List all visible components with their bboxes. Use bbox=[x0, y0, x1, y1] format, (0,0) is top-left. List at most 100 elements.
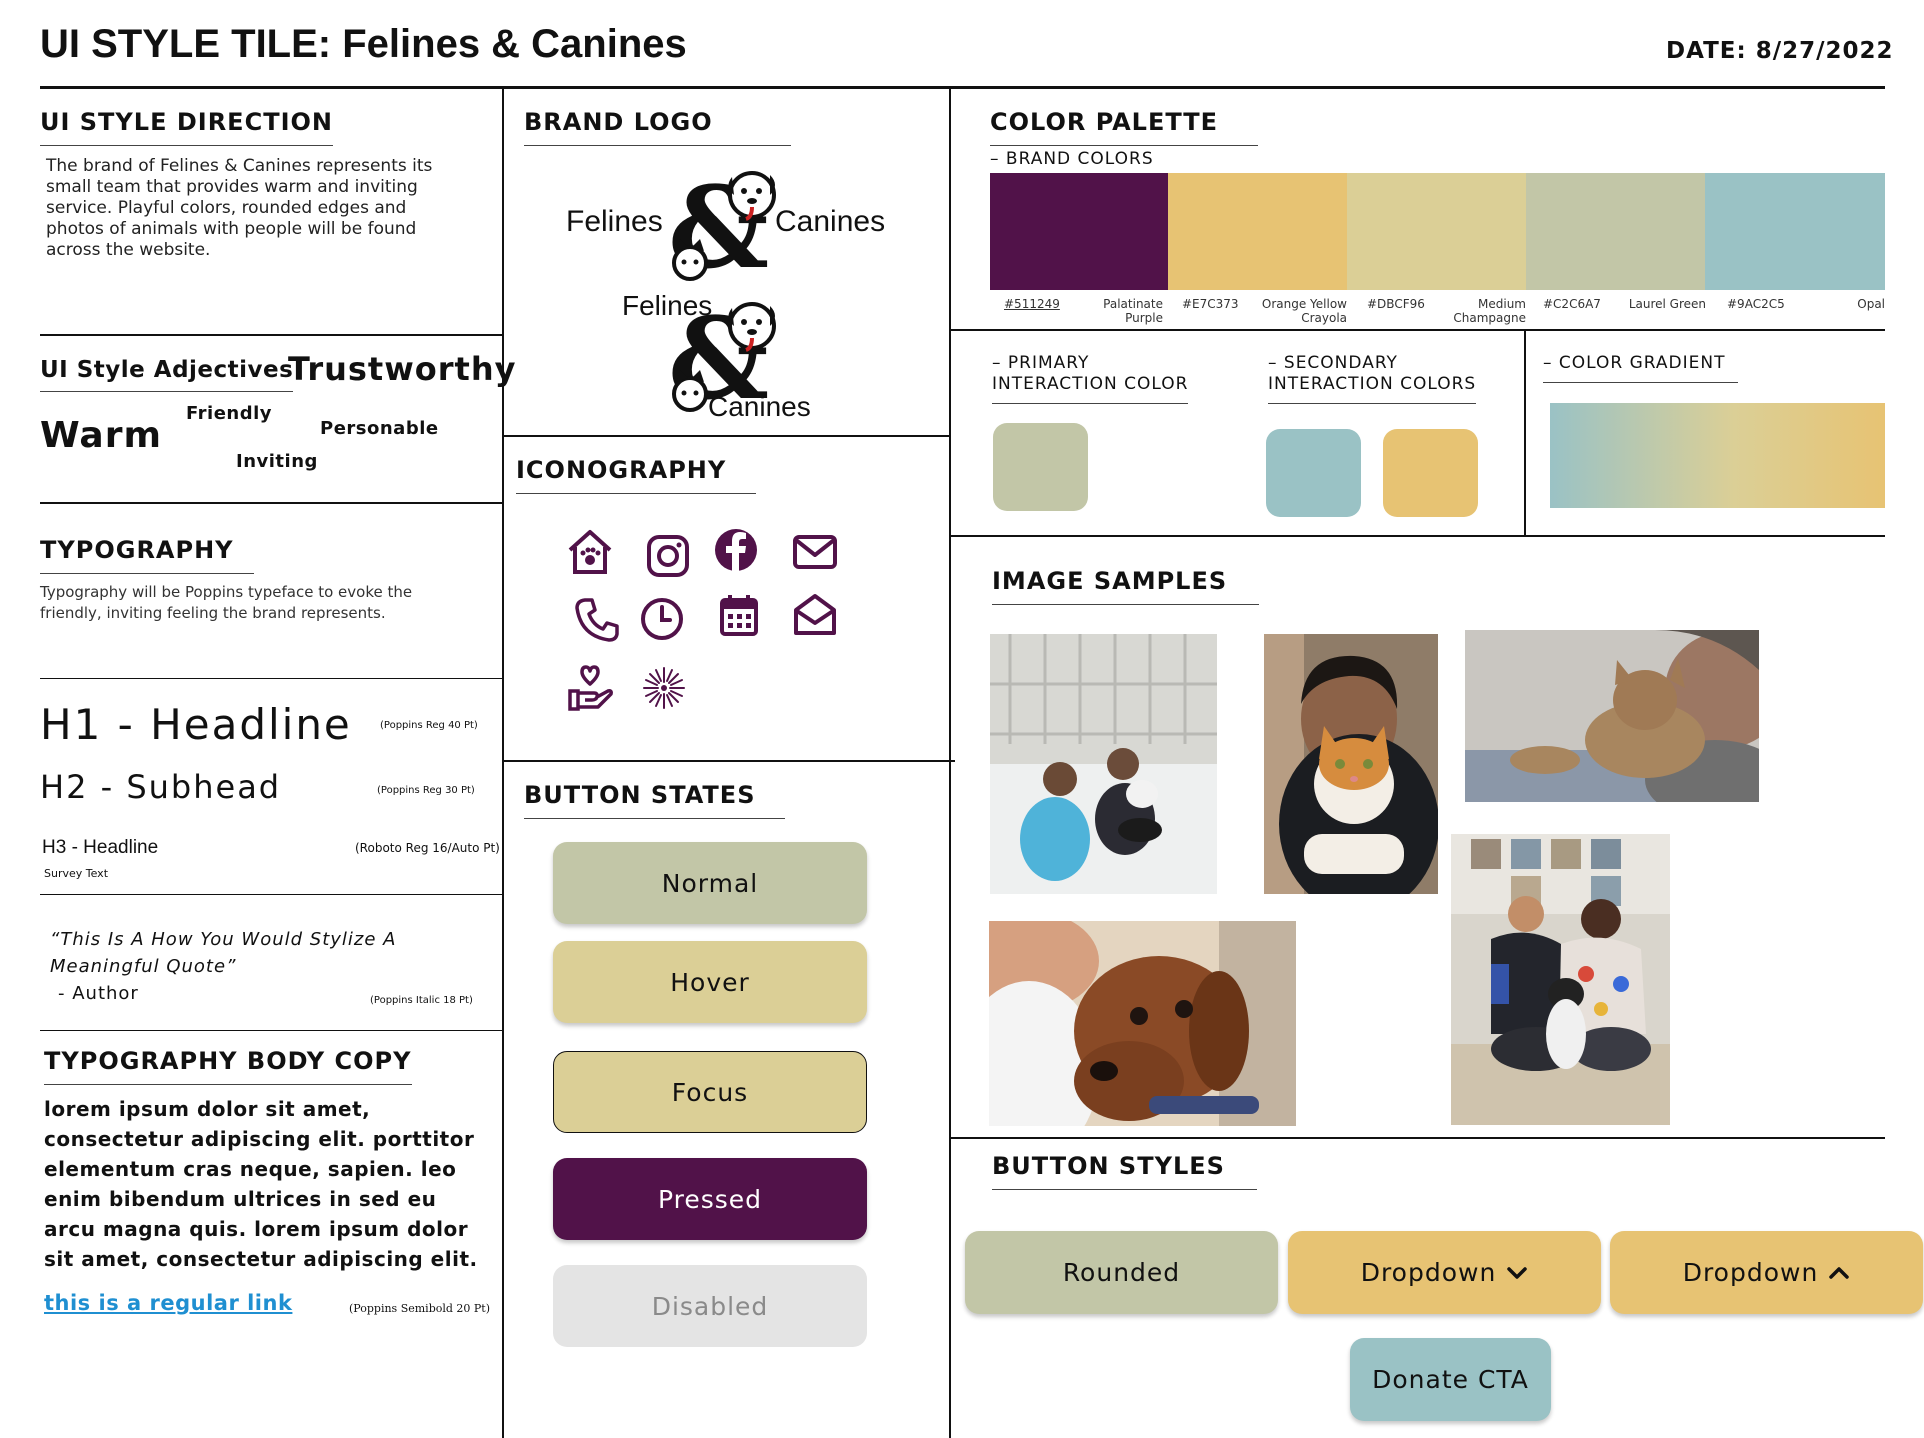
h3-note: (Roboto Reg 16/Auto Pt) bbox=[355, 841, 500, 855]
hex-laurel-green: #C2C6A7 bbox=[1543, 297, 1601, 311]
survey-text-sample: Survey Text bbox=[44, 867, 109, 880]
clock-icon bbox=[641, 598, 683, 640]
chevron-up-icon bbox=[1829, 1266, 1850, 1279]
column-divider-1 bbox=[502, 88, 504, 1438]
quote-note: (Poppins Italic 18 Pt) bbox=[370, 995, 473, 1006]
hex-opal: #9AC2C5 bbox=[1727, 297, 1785, 311]
secondary-interaction-swatch-opal bbox=[1266, 429, 1361, 517]
color-gradient-swatch bbox=[1550, 403, 1885, 508]
primary-interaction-swatch bbox=[993, 423, 1088, 511]
header-divider bbox=[40, 86, 1885, 89]
dropdown-open-button[interactable]: Dropdown bbox=[1610, 1231, 1923, 1314]
style-direction-text: The brand of Felines & Canines represent… bbox=[46, 156, 433, 260]
adjective-personable: Personable bbox=[320, 418, 439, 439]
typography-description: Typography will be Poppins typeface to e… bbox=[40, 583, 413, 622]
divider-right-1 bbox=[950, 329, 1885, 331]
h1-note: (Poppins Reg 40 Pt) bbox=[380, 720, 478, 731]
mail-open-icon bbox=[794, 594, 836, 635]
h1-sample: H1 - Headline bbox=[40, 700, 352, 749]
photo-person-with-cat bbox=[1264, 634, 1438, 894]
dropdown-closed-button[interactable]: Dropdown bbox=[1288, 1231, 1601, 1314]
name-orange-yellow-crayola: Orange Yellow Crayola bbox=[1240, 297, 1347, 325]
photo-two-people-with-dog bbox=[1451, 834, 1670, 1125]
secondary-interaction-swatch-yellow bbox=[1383, 429, 1478, 517]
divider-left-4 bbox=[40, 894, 503, 895]
secondary-interaction-heading: – SECONDARY INTERACTION COLORS bbox=[1268, 353, 1477, 404]
logo-word-canines: Canines bbox=[775, 205, 886, 238]
divider-right-2 bbox=[950, 535, 1885, 537]
name-medium-champagne-1: Medium bbox=[1478, 297, 1526, 311]
logo-word-felines: Felines bbox=[566, 205, 663, 238]
divider-left-2 bbox=[40, 502, 503, 504]
primary-heading-line-1: – PRIMARY bbox=[992, 353, 1090, 373]
button-state-disabled: Disabled bbox=[553, 1265, 867, 1347]
swatch-laurel-green bbox=[1526, 173, 1705, 290]
quote-author: - Author bbox=[58, 983, 139, 1004]
calendar-icon bbox=[720, 595, 758, 636]
name-medium-champagne: Medium Champagne bbox=[1420, 297, 1526, 325]
h3-sample: H3 - Headline bbox=[42, 837, 159, 858]
swatch-orange-yellow-crayola bbox=[1168, 173, 1347, 290]
date-label: DATE: 8/27/2022 bbox=[1666, 38, 1894, 64]
hex-orange-yellow-crayola: #E7C373 bbox=[1182, 297, 1239, 311]
name-palatinate-purple-2: Purple bbox=[1125, 311, 1163, 325]
style-direction-heading: UI STYLE DIRECTION bbox=[40, 108, 333, 146]
primary-interaction-heading: – PRIMARY INTERACTION COLOR bbox=[992, 353, 1189, 404]
instagram-icon bbox=[647, 535, 689, 577]
image-samples-heading: IMAGE SAMPLES bbox=[992, 567, 1260, 605]
button-styles-heading: BUTTON STYLES bbox=[992, 1152, 1257, 1190]
photo-dachshund bbox=[989, 921, 1296, 1126]
rounded-button[interactable]: Rounded bbox=[965, 1231, 1278, 1314]
divider-mid-1 bbox=[503, 435, 950, 437]
hex-palatinate-purple: #511249 bbox=[1004, 297, 1060, 311]
adjective-warm: Warm bbox=[40, 415, 162, 456]
color-palette-heading: COLOR PALETTE bbox=[990, 108, 1259, 146]
dropdown-closed-label: Dropdown bbox=[1360, 1258, 1497, 1287]
chevron-down-icon bbox=[1507, 1266, 1528, 1279]
divider-right-4 bbox=[950, 1137, 1885, 1139]
divider-mid-2 bbox=[503, 760, 955, 762]
brand-logo-horizontal: Felines & Canines bbox=[560, 165, 900, 285]
secondary-heading-line-1: – SECONDARY bbox=[1268, 353, 1398, 373]
name-orange-yellow-crayola-2: Crayola bbox=[1301, 311, 1347, 325]
body-copy-text: lorem ipsum dolor sit amet, consectetur … bbox=[44, 1097, 478, 1271]
h2-sample: H2 - Subhead bbox=[40, 768, 282, 806]
primary-heading-line-2: INTERACTION COLOR bbox=[992, 374, 1189, 394]
column-divider-2 bbox=[949, 88, 951, 1438]
button-states-heading: BUTTON STATES bbox=[524, 781, 786, 819]
donate-cta-button[interactable]: Donate CTA bbox=[1350, 1338, 1551, 1421]
typography-heading: TYPOGRAPHY bbox=[40, 536, 254, 574]
sparkle-icon bbox=[643, 667, 685, 709]
facebook-icon bbox=[715, 529, 757, 571]
regular-link[interactable]: this is a regular link bbox=[44, 1291, 293, 1315]
logo-stacked-felines: Felines bbox=[622, 290, 713, 321]
divider-left-5 bbox=[40, 1030, 503, 1031]
body-copy-heading: TYPOGRAPHY BODY COPY bbox=[44, 1047, 412, 1085]
name-opal: Opal bbox=[1857, 297, 1885, 311]
hex-medium-champagne: #DBCF96 bbox=[1367, 297, 1425, 311]
secondary-heading-line-2: INTERACTION COLORS bbox=[1268, 374, 1477, 394]
brand-logo-heading: BRAND LOGO bbox=[524, 108, 791, 146]
photo-vet-with-dog bbox=[990, 634, 1217, 894]
adjective-inviting: Inviting bbox=[236, 451, 318, 472]
divider-left-1 bbox=[40, 334, 503, 336]
name-orange-yellow-crayola-1: Orange Yellow bbox=[1261, 297, 1347, 311]
quote-line-1: “This Is A How You Would Stylize A bbox=[50, 929, 397, 950]
button-state-pressed[interactable]: Pressed bbox=[553, 1158, 867, 1240]
mail-icon bbox=[793, 535, 837, 569]
photo-cat-nuzzling-person bbox=[1465, 630, 1759, 802]
adjectives-heading: UI Style Adjectives bbox=[40, 357, 294, 392]
logo-ampersand-pets-icon: & bbox=[668, 165, 776, 285]
gradient-heading: – COLOR GRADIENT bbox=[1543, 353, 1738, 383]
swatch-opal bbox=[1705, 173, 1885, 290]
hand-heart-icon bbox=[568, 665, 613, 711]
button-state-focus[interactable]: Focus bbox=[553, 1051, 867, 1133]
body-copy-note: (Poppins Semibold 20 Pt) bbox=[349, 1302, 491, 1315]
name-palatinate-purple: Palatinate Purple bbox=[1060, 297, 1163, 325]
h2-note: (Poppins Reg 30 Pt) bbox=[377, 785, 475, 796]
button-state-hover[interactable]: Hover bbox=[553, 941, 867, 1023]
button-state-normal[interactable]: Normal bbox=[553, 842, 867, 924]
divider-left-3 bbox=[40, 678, 503, 679]
adjective-trustworthy: Trustworthy bbox=[288, 350, 517, 388]
